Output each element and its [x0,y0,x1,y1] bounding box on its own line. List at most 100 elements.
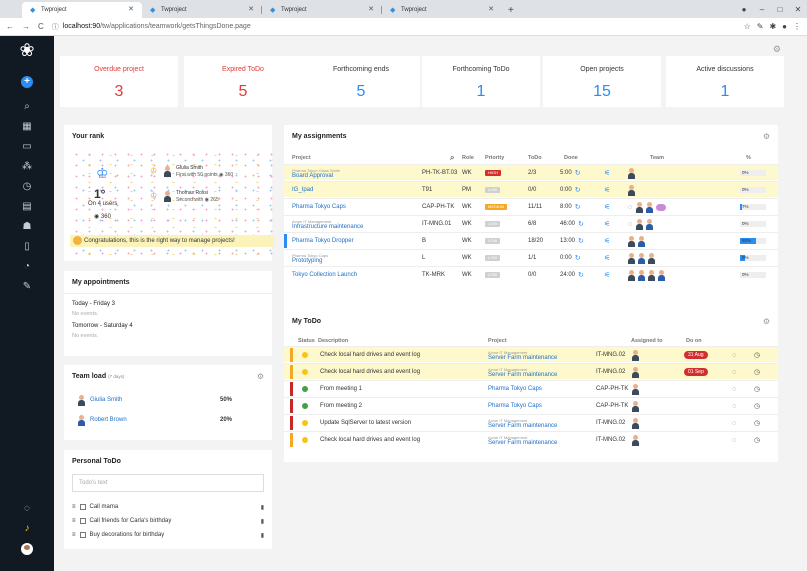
status-dot[interactable] [302,369,308,375]
worklog-icon[interactable]: ⚟ [604,170,611,177]
clock-icon[interactable]: ◷ [754,386,761,393]
kpi-open-projects[interactable]: Open projects 15 [543,56,661,107]
status-dot[interactable] [302,352,308,358]
timer-icon[interactable]: ↻ [578,221,584,228]
users-icon[interactable]: ☗ [22,221,32,232]
dashboard-icon[interactable]: ▦ [22,121,32,132]
timer-icon[interactable]: ↻ [574,204,581,211]
table-row[interactable]: From meeting 2 Pharma Tokyo Caps CAP-PH-TK… [284,397,778,413]
worklog-icon[interactable]: ⚟ [604,204,611,211]
project-link[interactable]: Server Farm maintenance [488,354,558,361]
table-row[interactable]: Check local hard drives and event log Acm… [284,363,778,379]
url-field[interactable]: ⓘ localhost:90/tw/applications/teamwork/g… [51,23,251,31]
close-tab-icon[interactable]: ✕ [128,6,134,13]
comment-icon[interactable]: ◌ [732,436,737,444]
project-link[interactable]: Pharma Tokyo Dropper [292,238,354,244]
todo-checkbox[interactable] [79,532,86,538]
project-link[interactable]: Infrastructure maintenance [292,223,364,230]
clock-icon[interactable]: ◷ [754,403,761,410]
worklog-icon[interactable]: ⚟ [604,221,611,228]
kpi-overdue-project[interactable]: Overdue project 3 [60,56,178,107]
chat-icon[interactable]: ◌ [628,220,633,228]
todo-text-input[interactable]: Todo's text [72,474,264,492]
comment-icon[interactable]: ◌ [732,402,737,410]
todo-description[interactable]: From meeting 1 [320,386,363,392]
document-icon[interactable]: ▯ [24,241,30,252]
todo-description[interactable]: Check local hard drives and event log [320,437,421,443]
clock-icon[interactable]: ◷ [754,420,761,427]
kpi-forthcoming-ends[interactable]: Forthcoming ends 5 [302,56,420,107]
kpi-forthcoming-todo[interactable]: Forthcoming ToDo 1 [422,56,540,107]
project-link[interactable]: Pharma Tokyo Caps [292,204,346,210]
table-row[interactable]: Update SqlServer to latest version Acme I… [284,414,778,430]
clock-icon[interactable]: ◷ [754,437,761,444]
gear-icon[interactable]: ⚙ [762,317,770,326]
notification-icon[interactable]: ♪ [24,523,30,534]
table-row[interactable]: Check local hard drives and event log Acm… [284,346,778,362]
project-link[interactable]: Server Farm maintenance [488,422,558,429]
kpi-expired-todo[interactable]: Expired ToDo 5 [184,56,302,107]
table-row[interactable]: Pharma Tokyo Dropper B WK LOW 18/20 13:00 ↻ ⚟ 60… [284,232,778,248]
close-tab-icon[interactable]: ✕ [248,6,254,13]
status-dot[interactable] [302,386,308,392]
todo-description[interactable]: Check local hard drives and event log [320,369,421,375]
gear-icon[interactable]: ⚙ [762,132,770,141]
network-icon[interactable]: ⁂ [22,161,32,172]
puzzle-icon[interactable]: ✱ [769,22,777,31]
timer-icon[interactable]: ↻ [574,187,581,194]
gear-icon[interactable]: ⚙ [772,44,781,54]
project-link[interactable]: Board Approval [292,172,334,179]
project-link[interactable]: IG_Ipad [292,187,314,193]
comment-icon[interactable]: ◌ [732,368,737,376]
table-row[interactable]: Acme IT Management Infrastructure mainten… [284,215,778,231]
status-dot[interactable] [302,403,308,409]
calendar-icon[interactable]: ▤ [22,201,32,212]
timer-icon[interactable]: ↻ [574,255,581,262]
star-icon[interactable]: ☆ [743,22,751,31]
table-row[interactable]: Pharma Tokyo Caps CAP-PH-TK WK MEDIUM 11/11 8… [284,198,778,214]
timer-icon[interactable]: ↻ [578,272,584,279]
clock-icon[interactable]: ◷ [754,352,761,359]
status-dot[interactable] [302,420,308,426]
close-tab-icon[interactable]: ✕ [368,6,374,13]
todo-description[interactable]: Update SqlServer to latest version [320,420,412,426]
project-link[interactable]: Prototyping [292,257,323,264]
menu-icon[interactable]: ⋮ [793,22,801,31]
back-icon[interactable]: ← [6,22,14,31]
todo-checkbox[interactable] [79,504,86,510]
briefcase-icon[interactable]: ▭ [22,141,32,152]
browser-tab[interactable]: ◆ Twproject ✕ [142,2,262,18]
kpi-active-discussions[interactable]: Active discussions 1 [666,56,784,107]
clock-icon[interactable]: ◷ [22,181,32,192]
worklog-icon[interactable]: ⚟ [604,238,611,245]
search-icon[interactable]: ⌕ [24,101,30,112]
browser-tab[interactable]: ◆ Twproject ✕ [390,6,494,14]
add-icon[interactable]: + [21,76,33,88]
timer-icon[interactable]: ↻ [574,170,581,177]
table-row[interactable]: Pharma Tokyo Glass Smile Board Approval PH… [284,164,778,180]
table-row[interactable]: IG_Ipad T91 PM LOW 0/0 0:00 ↻ ⚟ 0% [284,181,778,197]
project-link[interactable]: Pharma Tokyo Caps [488,403,542,409]
forward-icon[interactable]: → [22,22,30,31]
trash-icon[interactable]: ▮ [260,532,264,539]
browser-tab[interactable]: ◆ Twproject ✕ [262,2,382,18]
drag-handle-icon[interactable]: ≡ [72,532,76,538]
project-link[interactable]: Tokyo Collection Launch [292,272,358,278]
trash-icon[interactable]: ▮ [260,518,264,525]
project-link[interactable]: Server Farm maintenance [488,439,558,446]
logo-icon[interactable]: ❀ [19,40,35,60]
todo-description[interactable]: Check local hard drives and event log [320,352,421,358]
timer-icon[interactable]: ↻ [578,238,584,245]
close-tab-icon[interactable]: ✕ [488,6,494,13]
table-row[interactable]: Check local hard drives and event log Acm… [284,431,778,447]
gear-icon[interactable]: ⚙ [256,372,264,381]
table-row[interactable]: Tokyo Collection Launch TK-MRK WK LOW 0/0 24:… [284,266,778,282]
team-member-link[interactable]: Robert Brown [90,417,127,423]
maximize-button[interactable]: □ [777,4,783,14]
drag-handle-icon[interactable]: ≡ [72,504,76,510]
browser-tab[interactable]: ◆ Twproject ✕ [22,2,142,18]
worklog-icon[interactable]: ⚟ [604,255,611,262]
project-link[interactable]: Pharma Tokyo Caps [488,386,542,392]
profile-icon[interactable]: ● [741,4,747,14]
team-member-link[interactable]: Giulia Smith [90,397,123,403]
